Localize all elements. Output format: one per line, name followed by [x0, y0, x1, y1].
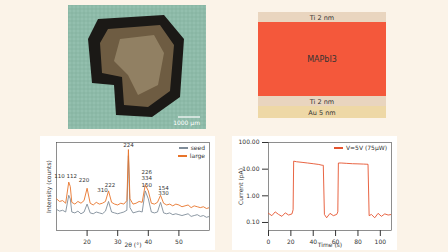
svg-text:334: 334 [142, 175, 153, 181]
svg-text:0: 0 [267, 238, 271, 245]
svg-text:Time (s): Time (s) [317, 241, 342, 248]
svg-text:112: 112 [67, 173, 78, 179]
svg-text:Au 5 nm: Au 5 nm [308, 109, 335, 117]
svg-text:1.00: 1.00 [246, 192, 260, 199]
html-text:V=5V (75μW): V=5V (75μW) [346, 144, 387, 151]
svg-text:Current (pA): Current (pA) [237, 168, 245, 205]
svg-text:40: 40 [144, 238, 152, 245]
svg-text:224: 224 [123, 142, 134, 148]
svg-text:226: 226 [142, 169, 153, 175]
svg-text:30: 30 [114, 238, 122, 245]
svg-text:154: 154 [158, 185, 169, 191]
svg-text:0.10: 0.10 [246, 218, 260, 225]
svg-text:330: 330 [158, 190, 169, 196]
svg-text:2θ (°): 2θ (°) [124, 241, 141, 248]
svg-text:20: 20 [83, 238, 91, 245]
svg-text:1000 µm: 1000 µm [173, 119, 200, 127]
svg-text:50: 50 [175, 238, 183, 245]
svg-text:20: 20 [287, 238, 295, 245]
svg-text:10.00: 10.00 [242, 165, 259, 172]
svg-text:Ti 2 nm: Ti 2 nm [309, 98, 334, 106]
svg-text:100: 100 [375, 238, 387, 245]
svg-text:222: 222 [105, 182, 116, 188]
svg-text:Ti 2 nm: Ti 2 nm [309, 14, 334, 22]
svg-text:220: 220 [79, 177, 90, 183]
html-text:seed: seed [190, 144, 205, 151]
svg-text:310: 310 [97, 187, 108, 193]
svg-text:40: 40 [309, 238, 317, 245]
svg-text:100.00: 100.00 [239, 138, 260, 145]
svg-text:80: 80 [354, 238, 362, 245]
html-text:large: large [189, 152, 205, 159]
svg-text:MAPbI3: MAPbI3 [307, 55, 337, 64]
svg-text:150: 150 [142, 182, 153, 188]
svg-text:110: 110 [54, 173, 65, 179]
svg-text:Intensity (counts): Intensity (counts) [45, 160, 53, 213]
